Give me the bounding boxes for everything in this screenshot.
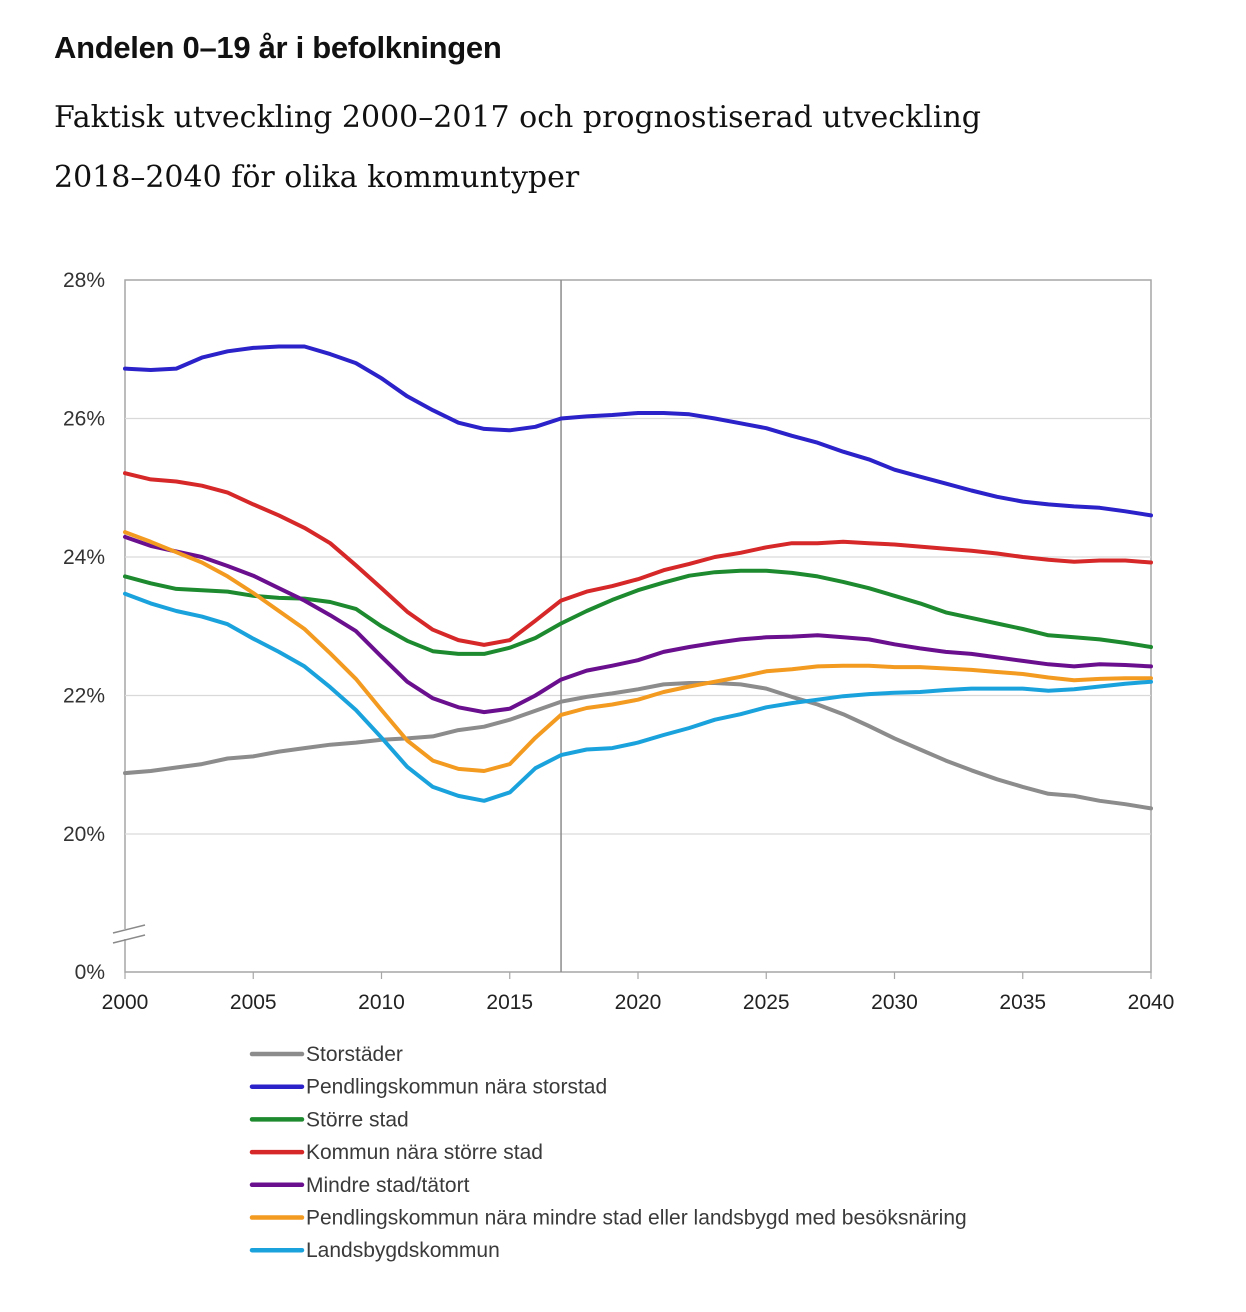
- y-tick-label: 22%: [63, 685, 105, 708]
- axis-break-gap: [115, 929, 135, 939]
- y-tick-label: 26%: [63, 408, 105, 431]
- x-tick-label: 2035: [999, 991, 1046, 1014]
- chart-subtitle-line-2: 2018–2040 för olika kommuntyper: [54, 160, 580, 195]
- axis-break-mark: [112, 934, 146, 944]
- legend-label-1: Storstäder: [306, 1043, 403, 1066]
- series-line-7: [123, 591, 1153, 803]
- plot-area: [124, 279, 1152, 973]
- series-line-5: [123, 534, 1153, 715]
- x-tick-label: 2010: [358, 991, 405, 1014]
- legend-label-6: Pendlingskommun nära mindre stad eller l…: [306, 1207, 967, 1230]
- legend-label-2: Pendlingskommun nära storstad: [306, 1076, 607, 1099]
- y-tick-label: 28%: [63, 269, 105, 292]
- y-tick-label: 24%: [63, 546, 105, 569]
- x-tick-label: 2030: [871, 991, 918, 1014]
- x-tick-label: 2015: [486, 991, 533, 1014]
- legend-label-5: Mindre stad/tätort: [306, 1174, 470, 1197]
- chart-title: Andelen 0–19 år i befolkningen: [54, 30, 502, 65]
- chart-subtitle-line-1: Faktisk utveckling 2000–2017 och prognos…: [54, 100, 981, 135]
- x-tick-label: 2025: [743, 991, 790, 1014]
- legend-label-4: Kommun nära större stad: [306, 1141, 543, 1164]
- series-line-2: [123, 344, 1153, 518]
- y-tick-label-zero: 0%: [75, 961, 105, 984]
- x-tick-label: 2020: [615, 991, 662, 1014]
- legend-label-7: Landsbygdskommun: [306, 1239, 500, 1262]
- axis-break-mark: [112, 924, 146, 934]
- legend-label-3: Större stad: [306, 1108, 409, 1131]
- chart-subtitle: Faktisk utveckling 2000–2017 och prognos…: [54, 88, 1204, 208]
- y-tick-label: 20%: [63, 823, 105, 846]
- series-line-6: [123, 530, 1153, 773]
- x-tick-label: 2000: [102, 991, 149, 1014]
- series-line-4: [123, 471, 1153, 647]
- series-line-1: [123, 681, 1153, 811]
- x-tick-label: 2005: [230, 991, 277, 1014]
- x-tick-label: 2040: [1128, 991, 1175, 1014]
